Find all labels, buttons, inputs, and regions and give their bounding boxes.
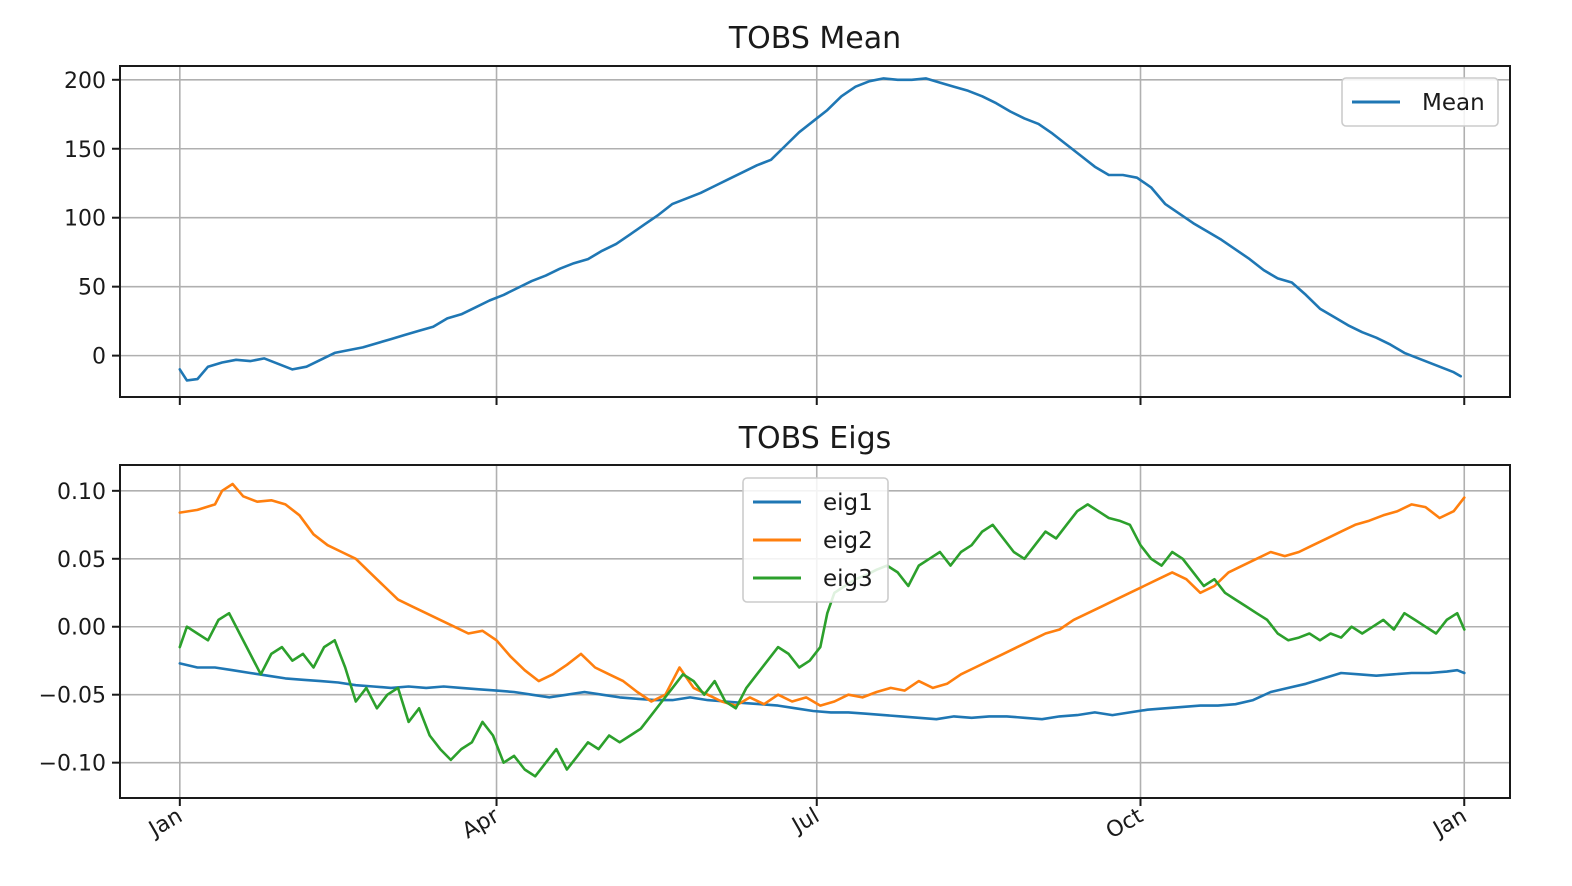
mean-chart-series: [178, 77, 1462, 382]
mean-chart-panel: TOBS Mean 0 50 100 150 200 Mean: [64, 21, 1511, 405]
mean-chart-grid: [120, 66, 1510, 397]
legend-label-eig1: eig1: [823, 490, 873, 516]
eigs-chart-legend: eig1 eig2 eig3: [742, 477, 889, 603]
eigs-chart-series: [178, 482, 1466, 778]
mean-chart-axes: 0 50 100 150 200: [64, 65, 1511, 405]
legend-box: [742, 477, 889, 603]
y-tick-label: 0.05: [57, 548, 106, 573]
x-tick-label: Jan: [143, 804, 187, 844]
y-tick-label: 200: [64, 69, 106, 94]
mean-chart-legend: Mean: [1341, 77, 1499, 127]
x-tick-label: Apr: [458, 803, 504, 844]
series-line-Mean: [178, 77, 1462, 382]
x-tick-label: Jul: [787, 804, 824, 840]
eigs-chart-panel: TOBS Eigs Jan Apr Jul Oct Jan 0.10 0.05 0.00 −0.…: [39, 421, 1511, 844]
eigs-chart-title: TOBS Eigs: [738, 421, 892, 456]
y-tick-label: 0: [92, 345, 106, 370]
legend-label-Mean: Mean: [1422, 90, 1485, 116]
legend-label-eig2: eig2: [823, 528, 873, 554]
x-tick-label: Jan: [1428, 804, 1472, 844]
y-tick-label: 0.00: [57, 616, 106, 641]
x-tick-label: Oct: [1102, 803, 1148, 844]
plot-frame: [119, 464, 1511, 799]
y-tick-label: −0.05: [39, 684, 106, 709]
y-tick-label: 50: [78, 276, 106, 301]
series-line-eig3: [178, 503, 1466, 778]
legend-label-eig3: eig3: [823, 566, 873, 592]
y-tick-label: −0.10: [39, 752, 106, 777]
plot-frame: [119, 65, 1511, 398]
series-line-eig2: [178, 482, 1466, 707]
y-tick-label: 100: [64, 207, 106, 232]
mean-chart-title: TOBS Mean: [728, 21, 901, 56]
y-tick-label: 150: [64, 138, 106, 163]
legend-box: [1341, 77, 1499, 127]
y-tick-label: 0.10: [57, 480, 106, 505]
plot-area: [120, 66, 1510, 397]
